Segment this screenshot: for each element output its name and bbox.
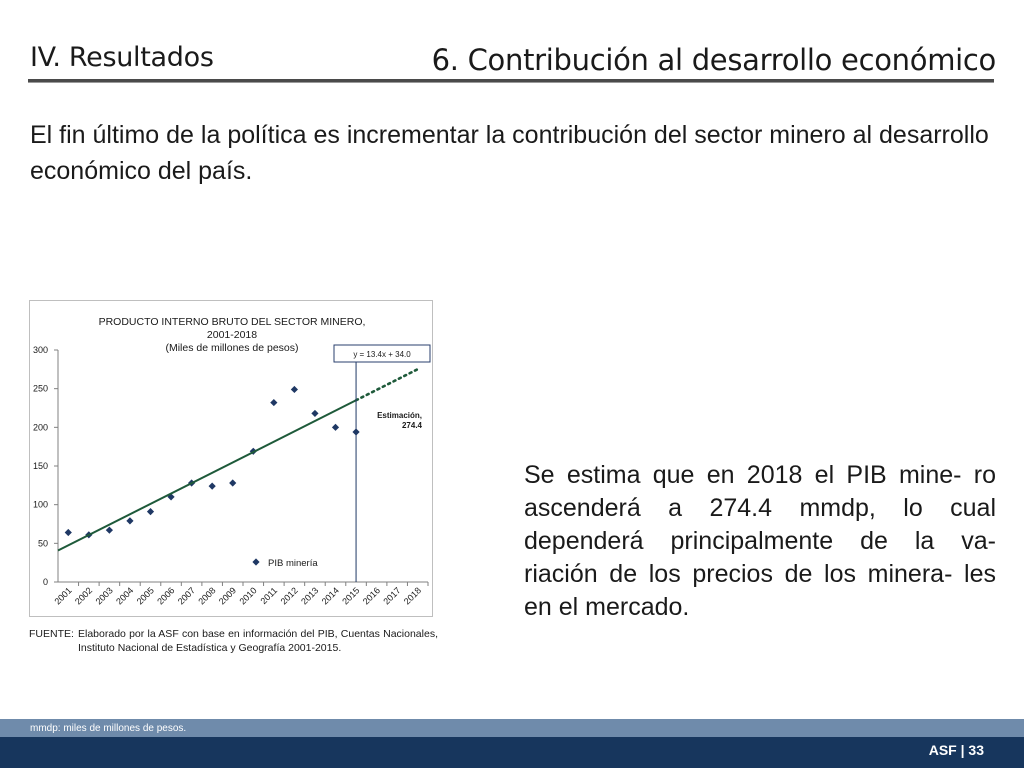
- x-tick-label: 2009: [217, 585, 238, 606]
- x-tick-label: 2011: [258, 585, 279, 606]
- data-point: [105, 526, 113, 534]
- footer-stripe: [0, 719, 1024, 737]
- data-point: [167, 493, 175, 501]
- intro-paragraph: El fin último de la política es incremen…: [30, 121, 989, 185]
- chart-marks: [64, 385, 360, 539]
- data-point: [126, 517, 134, 525]
- y-tick-label: 150: [33, 461, 48, 471]
- x-tick-label: 2016: [361, 585, 382, 606]
- y-tick-label: 100: [33, 500, 48, 510]
- y-tick-label: 50: [38, 538, 48, 548]
- x-tick-label: 2012: [279, 585, 300, 606]
- x-tick-label: 2013: [299, 585, 320, 606]
- chart-subtitle: (Miles de millones de pesos): [165, 342, 298, 354]
- x-tick-label: 2003: [94, 585, 115, 606]
- data-point: [331, 423, 340, 431]
- y-tick-label: 300: [33, 345, 48, 355]
- page-number: ASF | 33: [928, 742, 984, 758]
- section-title: IV. Resultados: [30, 42, 214, 73]
- data-point: [64, 528, 72, 537]
- estimate-value: 274.4: [402, 421, 423, 430]
- x-tick-label: 2002: [73, 585, 94, 606]
- x-tick-label: 2005: [135, 585, 156, 606]
- x-tick-label: 2017: [381, 585, 402, 606]
- footer-note: mmdp: miles de millones de pesos.: [30, 723, 187, 734]
- x-tick-label: 2007: [176, 585, 197, 606]
- legend-marker: [252, 558, 260, 566]
- slide-title: 6. Contribución al desarrollo económico: [431, 43, 997, 77]
- x-tick-label: 2010: [237, 585, 258, 606]
- estimate-paragraph: Se estima que en 2018 el PIB mine- ro as…: [524, 461, 996, 621]
- data-point: [146, 508, 155, 516]
- x-tick-label: 2001: [52, 585, 73, 606]
- data-point: [311, 409, 319, 418]
- data-point: [270, 398, 278, 407]
- x-tick-label: 2015: [340, 585, 361, 606]
- chart-title: PRODUCTO INTERNO BRUTO DEL SECTOR MINERO…: [99, 316, 366, 328]
- x-tick-label: 2004: [114, 585, 135, 606]
- x-tick-label: 2008: [196, 585, 217, 606]
- title-divider: [28, 79, 994, 83]
- legend-label: PIB minería: [268, 558, 318, 569]
- y-tick-label: 0: [43, 577, 48, 587]
- chart-panel: PRODUCTO INTERNO BRUTO DEL SECTOR MINERO…: [29, 300, 433, 617]
- source-text: Elaborado por la ASF con base en informa…: [78, 628, 438, 654]
- trendline-solid: [57, 399, 357, 552]
- y-tick-label: 200: [33, 422, 48, 432]
- x-tick-label: 2018: [402, 585, 423, 606]
- pib-mineria-chart: PRODUCTO INTERNO BRUTO DEL SECTOR MINERO…: [33, 316, 431, 607]
- chart-title-years: 2001-2018: [207, 329, 257, 341]
- data-point: [208, 482, 216, 490]
- data-point: [290, 385, 298, 394]
- x-tick-label: 2014: [320, 585, 341, 606]
- y-tick-label: 250: [33, 384, 48, 394]
- trendline-projection: [354, 367, 420, 402]
- source-label: FUENTE:: [29, 628, 74, 640]
- estimate-label: Estimación,: [377, 411, 422, 420]
- data-point: [229, 479, 237, 487]
- equation-box: [333, 344, 431, 363]
- chart-annotations: y = 13.4x + 34.0 Estimación,274.4 PIB mine…: [57, 344, 431, 582]
- trendline-equation: y = 13.4x + 34.0: [353, 350, 411, 359]
- x-tick-label: 2006: [155, 585, 176, 606]
